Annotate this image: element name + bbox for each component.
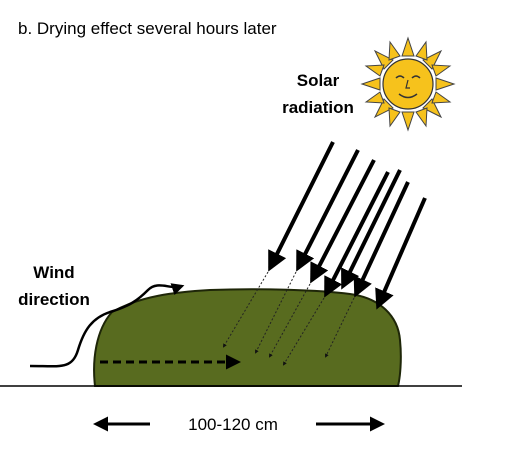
- solar-label: radiation: [282, 98, 354, 117]
- dimension-label: 100-120 cm: [188, 415, 278, 434]
- radiation-arrows: [268, 141, 427, 310]
- dotted-paths: [222, 271, 355, 366]
- sun: [360, 36, 456, 132]
- wind-line: [29, 283, 185, 368]
- solar-label: Solar: [297, 71, 340, 90]
- wind-label: direction: [18, 290, 90, 309]
- wind-label: Wind: [33, 263, 74, 282]
- title: b. Drying effect several hours later: [18, 19, 277, 38]
- mound: [93, 288, 402, 387]
